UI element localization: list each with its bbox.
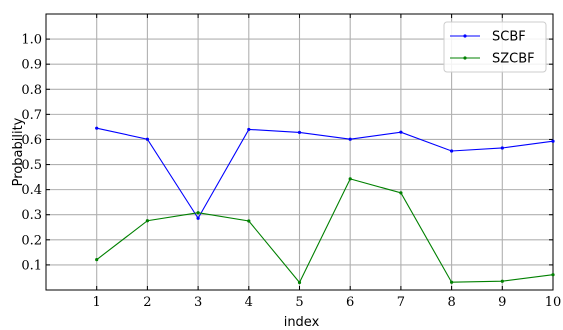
legend-marker-szcbf [463,56,467,60]
y-tick-label: 0.7 [21,108,42,123]
y-tick-label: 0.9 [21,58,42,73]
y-tick-label: 0.8 [21,83,42,98]
y-tick-label: 0.6 [21,133,42,148]
y-tick-label: 1.0 [21,33,42,48]
data-point [196,211,200,215]
x-tick-label: 8 [447,295,455,310]
x-axis-title: index [284,315,320,330]
x-tick-label: 6 [346,295,354,310]
data-point [348,177,352,181]
data-point [297,280,302,285]
data-point [145,219,149,223]
data-point [551,139,555,143]
y-tick-label: 0.1 [21,258,42,273]
data-point [399,130,403,134]
series-line-scbf [96,127,554,220]
x-tick-label: 7 [397,295,405,310]
x-tick-label: 9 [498,295,506,310]
y-axis-title: Probability [11,117,26,186]
legend-marker-scbf [463,34,467,38]
x-tick-label: 2 [143,295,151,310]
y-tick-label: 0.5 [21,158,42,173]
data-point [450,280,454,284]
y-axis: 0.1 0.2 0.3 0.4 0.5 0.6 0.7 0.8 0.9 1.0 [21,33,553,273]
data-point [95,126,99,130]
legend-box [443,21,547,73]
data-point [196,216,200,220]
y-tick-label: 0.4 [21,183,42,198]
data-point [551,273,555,277]
data-point [145,137,149,141]
legend-label-scbf: SCBF [492,30,526,45]
data-point [450,149,454,153]
data-point [500,146,504,150]
x-tick-label: 3 [194,295,202,310]
x-tick-label: 1 [93,295,101,310]
x-axis: 1 2 3 4 5 6 7 8 9 10 [93,14,562,310]
data-point [247,127,251,132]
data-point [95,258,99,262]
legend: SCBF SZCBF [443,21,547,73]
series-line-szcbf [96,178,554,284]
legend-label-szcbf: SZCBF [492,52,535,67]
y-tick-label: 0.2 [21,233,42,248]
data-point [500,279,504,283]
data-point [297,130,302,135]
series-szcbf [95,177,555,285]
data-point [247,219,251,223]
series-scbf [95,126,555,220]
x-tick-label: 4 [245,295,253,310]
x-tick-label: 5 [295,295,303,310]
data-point [348,137,352,141]
y-tick-label: 0.3 [21,208,42,223]
x-tick-label: 10 [545,295,562,310]
data-point [399,191,403,195]
